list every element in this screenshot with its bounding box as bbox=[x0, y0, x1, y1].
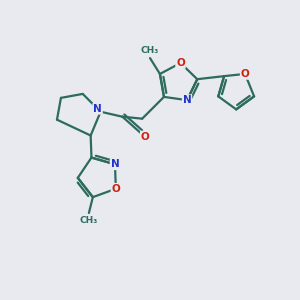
Text: O: O bbox=[176, 58, 185, 68]
Text: N: N bbox=[183, 95, 191, 105]
Text: O: O bbox=[141, 131, 149, 142]
Text: O: O bbox=[241, 69, 249, 79]
Text: O: O bbox=[112, 184, 120, 194]
Text: N: N bbox=[93, 104, 102, 114]
Text: CH₃: CH₃ bbox=[141, 46, 159, 55]
Text: CH₃: CH₃ bbox=[80, 216, 98, 225]
Text: N: N bbox=[111, 159, 119, 169]
